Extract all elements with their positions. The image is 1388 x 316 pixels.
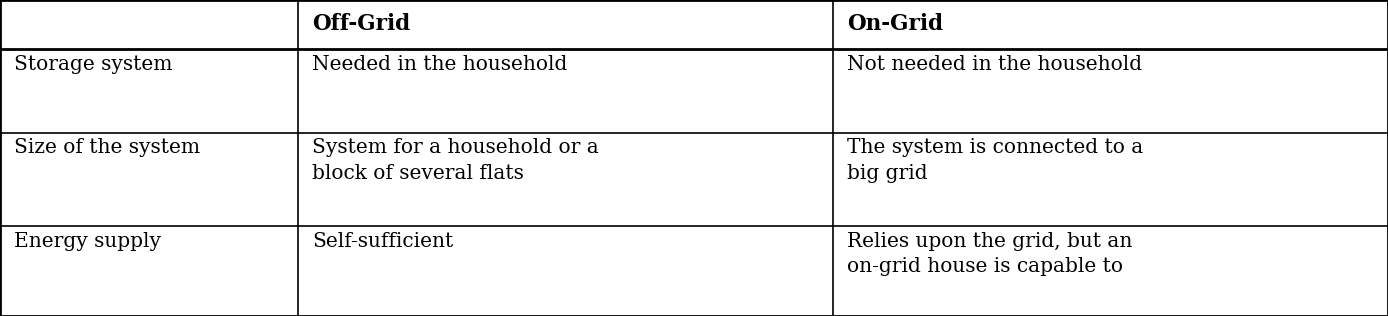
Text: Storage system: Storage system [14,55,172,74]
Text: Relies upon the grid, but an
on-grid house is capable to: Relies upon the grid, but an on-grid hou… [847,232,1133,276]
Text: On-Grid: On-Grid [847,14,942,35]
Text: Size of the system: Size of the system [14,138,200,157]
Text: Self-sufficient: Self-sufficient [312,232,454,251]
Text: Needed in the household: Needed in the household [312,55,568,74]
Text: Not needed in the household: Not needed in the household [847,55,1142,74]
Text: System for a household or a
block of several flats: System for a household or a block of sev… [312,138,600,183]
Text: Off-Grid: Off-Grid [312,14,411,35]
Text: Energy supply: Energy supply [14,232,161,251]
Text: The system is connected to a
big grid: The system is connected to a big grid [847,138,1142,183]
